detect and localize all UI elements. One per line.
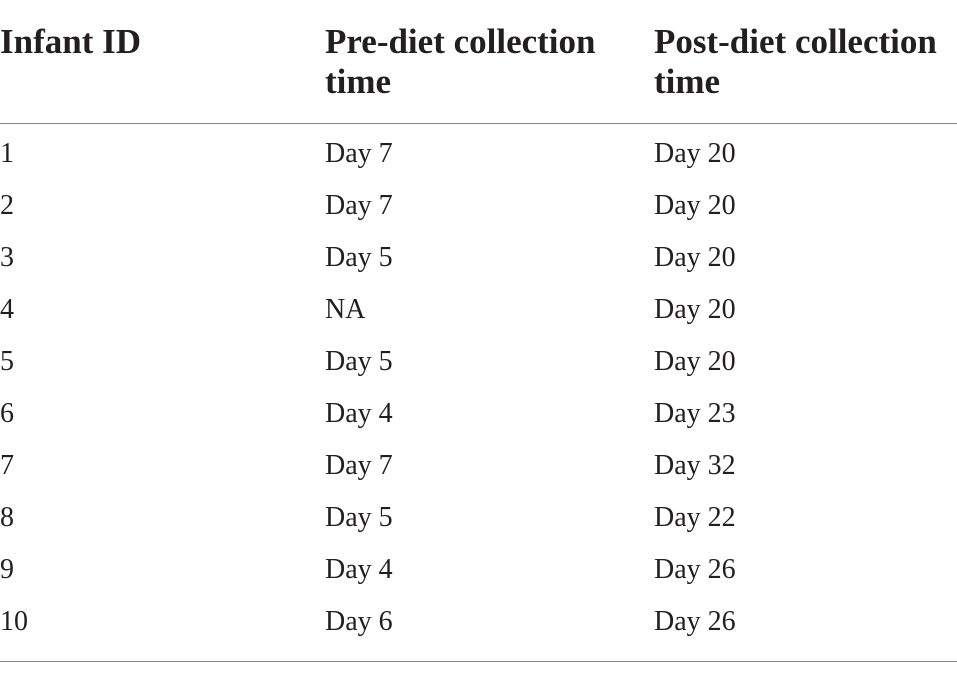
cell-pre-diet: NA	[325, 294, 366, 325]
cell-infant-id: 10	[0, 606, 28, 637]
cell-post-diet: Day 26	[654, 606, 736, 637]
table-header: Infant ID Pre-diet collection time Post-…	[0, 0, 957, 124]
table-row: 7 Day 7 Day 32	[0, 440, 957, 492]
cell-post-diet: Day 32	[654, 450, 736, 481]
table-row: 10 Day 6 Day 26	[0, 596, 957, 648]
table-row: 9 Day 4 Day 26	[0, 544, 957, 596]
cell-post-diet: Day 26	[654, 554, 736, 585]
table-row: 8 Day 5 Day 22	[0, 492, 957, 544]
table-row: 1 Day 7 Day 20	[0, 128, 957, 180]
cell-post-diet: Day 22	[654, 502, 736, 533]
cell-infant-id: 9	[0, 554, 14, 585]
header-post-diet-line2: time	[654, 62, 721, 101]
cell-infant-id: 8	[0, 502, 14, 533]
cell-pre-diet: Day 5	[325, 502, 393, 533]
table-row: 2 Day 7 Day 20	[0, 180, 957, 232]
cell-infant-id: 4	[0, 294, 14, 325]
cell-pre-diet: Day 4	[325, 554, 393, 585]
cell-pre-diet: Day 6	[325, 606, 393, 637]
header-infant-id-label: Infant ID	[0, 22, 142, 61]
header-pre-diet-line2: time	[325, 62, 392, 101]
cell-pre-diet: Day 7	[325, 138, 393, 169]
table-row: 5 Day 5 Day 20	[0, 336, 957, 388]
collection-time-table: Infant ID Pre-diet collection time Post-…	[0, 0, 957, 648]
table-body: 1 Day 7 Day 20 2 Day 7 Day 20 3 Day 5 Da…	[0, 124, 957, 648]
cell-post-diet: Day 23	[654, 398, 736, 429]
table-row: 4 NA Day 20	[0, 284, 957, 336]
cell-post-diet: Day 20	[654, 242, 736, 273]
cell-pre-diet: Day 5	[325, 242, 393, 273]
cell-pre-diet: Day 4	[325, 398, 393, 429]
cell-infant-id: 1	[0, 138, 14, 169]
header-post-diet-line1: Post-diet collection	[654, 22, 937, 61]
table-row: 6 Day 4 Day 23	[0, 388, 957, 440]
cell-post-diet: Day 20	[654, 138, 736, 169]
header-pre-diet: Pre-diet collection time	[325, 22, 596, 102]
cell-infant-id: 5	[0, 346, 14, 377]
cell-post-diet: Day 20	[654, 346, 736, 377]
cell-infant-id: 7	[0, 450, 14, 481]
cell-infant-id: 6	[0, 398, 14, 429]
cell-post-diet: Day 20	[654, 190, 736, 221]
cell-pre-diet: Day 5	[325, 346, 393, 377]
header-post-diet: Post-diet collection time	[654, 22, 937, 102]
cell-infant-id: 2	[0, 190, 14, 221]
header-pre-diet-line1: Pre-diet collection	[325, 22, 596, 61]
cell-post-diet: Day 20	[654, 294, 736, 325]
table-bottom-rule	[0, 661, 957, 662]
cell-pre-diet: Day 7	[325, 190, 393, 221]
header-infant-id: Infant ID	[0, 22, 141, 62]
cell-pre-diet: Day 7	[325, 450, 393, 481]
table-row: 3 Day 5 Day 20	[0, 232, 957, 284]
cell-infant-id: 3	[0, 242, 14, 273]
